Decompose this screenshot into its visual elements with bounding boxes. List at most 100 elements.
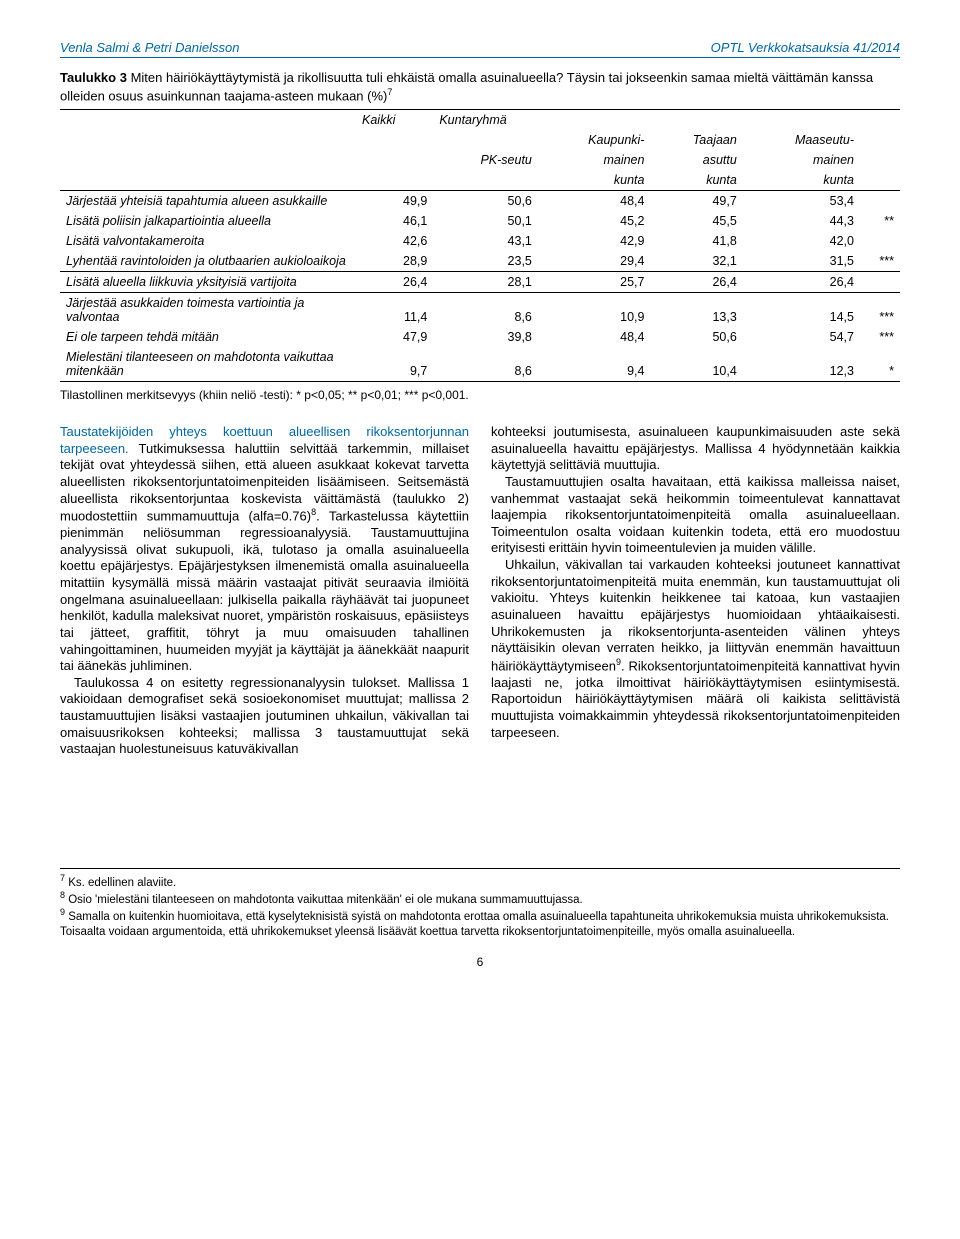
left-column: Taustatekijöiden yhteys koettuun alueell… — [60, 424, 469, 758]
cell-value: 41,8 — [650, 231, 742, 251]
row-label: Lisätä poliisin jalkapartiointia alueell… — [60, 211, 352, 231]
cell-value: 9,7 — [352, 347, 433, 382]
cell-value: 28,1 — [433, 272, 538, 293]
row-label: Mielestäni tilanteeseen on mahdotonta va… — [60, 347, 352, 382]
cell-value: 48,4 — [538, 191, 651, 212]
cell-value: 49,9 — [352, 191, 433, 212]
row-label: Lisätä valvontakameroita — [60, 231, 352, 251]
cell-value: 12,3 — [743, 347, 860, 382]
left-p1b: . Tarkastelussa käytettiin pienimmän nel… — [60, 509, 469, 674]
cell-value: 48,4 — [538, 327, 651, 347]
table-note: Tilastollinen merkitsevyys (khiin neliö … — [60, 388, 900, 402]
cell-significance: *** — [860, 293, 900, 328]
cell-value: 23,5 — [433, 251, 538, 272]
col-maas-2: mainen — [743, 150, 860, 170]
cell-value: 42,0 — [743, 231, 860, 251]
cell-value: 25,7 — [538, 272, 651, 293]
footnote-7: 7 Ks. edellinen alaviite. — [60, 873, 900, 890]
cell-value: 13,3 — [650, 293, 742, 328]
cell-value: 42,6 — [352, 231, 433, 251]
row-label: Lyhentää ravintoloiden ja olutbaarien au… — [60, 251, 352, 272]
table-row: Lisätä valvontakameroita42,643,142,941,8… — [60, 231, 900, 251]
footnote-9: 9 Samalla on kuitenkin huomioitava, että… — [60, 907, 900, 939]
table-row: Lyhentää ravintoloiden ja olutbaarien au… — [60, 251, 900, 272]
cell-value: 9,4 — [538, 347, 651, 382]
cell-value: 11,4 — [352, 293, 433, 328]
cell-value: 14,5 — [743, 293, 860, 328]
col-taaj-1: Taajaan — [650, 130, 742, 150]
cell-value: 45,2 — [538, 211, 651, 231]
header-left: Venla Salmi & Petri Danielsson — [60, 40, 239, 55]
cell-value: 31,5 — [743, 251, 860, 272]
col-taaj-3: kunta — [650, 170, 742, 191]
table-row: Järjestää yhteisiä tapahtumia alueen asu… — [60, 191, 900, 212]
table-number: Taulukko 3 — [60, 70, 127, 85]
cell-value: 53,4 — [743, 191, 860, 212]
cell-significance: *** — [860, 327, 900, 347]
table-row: Ei ole tarpeen tehdä mitään47,939,848,45… — [60, 327, 900, 347]
cell-value: 8,6 — [433, 293, 538, 328]
cell-value: 46,1 — [352, 211, 433, 231]
col-maas-3: kunta — [743, 170, 860, 191]
cell-value: 50,1 — [433, 211, 538, 231]
right-p3a: Uhkailun, väkivallan tai varkauden kohte… — [491, 557, 900, 673]
cell-value: 45,5 — [650, 211, 742, 231]
cell-significance — [860, 231, 900, 251]
page-number: 6 — [60, 955, 900, 969]
cell-value: 10,4 — [650, 347, 742, 382]
cell-significance: *** — [860, 251, 900, 272]
table-row: Mielestäni tilanteeseen on mahdotonta va… — [60, 347, 900, 382]
cell-value: 44,3 — [743, 211, 860, 231]
header-row-3: PK-seutu mainen asuttu mainen — [60, 150, 900, 170]
table-title: Taulukko 3 Miten häiriökäyttäytymistä ja… — [60, 70, 900, 105]
table-row: Järjestää asukkaiden toimesta vartiointi… — [60, 293, 900, 328]
col-kuntaryhma: Kuntaryhmä — [433, 110, 860, 131]
cell-value: 47,9 — [352, 327, 433, 347]
cell-value: 28,9 — [352, 251, 433, 272]
cell-value: 10,9 — [538, 293, 651, 328]
right-p2: Taustamuuttujien osalta havaitaan, että … — [491, 474, 900, 557]
right-column: kohteeksi joutumisesta, asuinalueen kaup… — [491, 424, 900, 758]
cell-value: 29,4 — [538, 251, 651, 272]
row-label: Ei ole tarpeen tehdä mitään — [60, 327, 352, 347]
header-row-4: kunta kunta kunta — [60, 170, 900, 191]
left-p1: Taustatekijöiden yhteys koettuun alueell… — [60, 424, 469, 675]
cell-value: 32,1 — [650, 251, 742, 272]
col-kaup-2: mainen — [538, 150, 651, 170]
footnote-8: 8 Osio 'mielestäni tilanteeseen on mahdo… — [60, 890, 900, 907]
cell-value: 8,6 — [433, 347, 538, 382]
cell-value: 26,4 — [352, 272, 433, 293]
header-row-2: Kaupunki- Taajaan Maaseutu- — [60, 130, 900, 150]
table-row: Lisätä alueella liikkuvia yksityisiä var… — [60, 272, 900, 293]
cell-value: 54,7 — [743, 327, 860, 347]
cell-significance: * — [860, 347, 900, 382]
left-p2: Taulukossa 4 on esitetty regressionanaly… — [60, 675, 469, 758]
footnotes: 7 Ks. edellinen alaviite. 8 Osio 'mieles… — [60, 868, 900, 939]
cell-value: 26,4 — [743, 272, 860, 293]
header-row-1: Kaikki Kuntaryhmä — [60, 110, 900, 131]
cell-value: 50,6 — [650, 327, 742, 347]
row-label: Järjestää yhteisiä tapahtumia alueen asu… — [60, 191, 352, 212]
header-right: OPTL Verkkokatsauksia 41/2014 — [711, 40, 900, 55]
body-columns: Taustatekijöiden yhteys koettuun alueell… — [60, 424, 900, 758]
row-label: Järjestää asukkaiden toimesta vartiointi… — [60, 293, 352, 328]
table-head: Kaikki Kuntaryhmä Kaupunki- Taajaan Maas… — [60, 110, 900, 191]
row-label: Lisätä alueella liikkuvia yksityisiä var… — [60, 272, 352, 293]
col-kaikki: Kaikki — [352, 110, 433, 131]
data-table: Kaikki Kuntaryhmä Kaupunki- Taajaan Maas… — [60, 109, 900, 382]
table-body: Järjestää yhteisiä tapahtumia alueen asu… — [60, 191, 900, 382]
table-sup: 7 — [387, 87, 392, 97]
table-row: Lisätä poliisin jalkapartiointia alueell… — [60, 211, 900, 231]
table-caption: Miten häiriökäyttäytymistä ja rikollisuu… — [60, 70, 873, 103]
running-header: Venla Salmi & Petri Danielsson OPTL Verk… — [60, 40, 900, 58]
cell-value: 43,1 — [433, 231, 538, 251]
right-p3: Uhkailun, väkivallan tai varkauden kohte… — [491, 557, 900, 741]
col-kaup-1: Kaupunki- — [538, 130, 651, 150]
col-maas-1: Maaseutu- — [743, 130, 860, 150]
cell-value: 39,8 — [433, 327, 538, 347]
cell-significance — [860, 272, 900, 293]
col-taaj-2: asuttu — [650, 150, 742, 170]
page: Venla Salmi & Petri Danielsson OPTL Verk… — [0, 0, 960, 999]
cell-value: 50,6 — [433, 191, 538, 212]
cell-significance: ** — [860, 211, 900, 231]
